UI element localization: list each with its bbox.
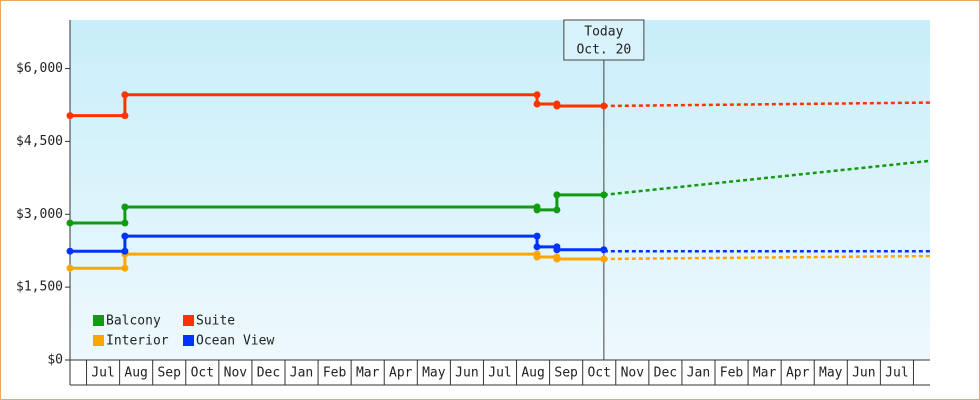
- price-point: [121, 91, 129, 99]
- price-point: [600, 191, 608, 199]
- y-tick-label: $4,500: [16, 134, 63, 149]
- price-point: [533, 243, 541, 251]
- x-tick-label: Jun: [852, 366, 875, 381]
- legend-swatch: [93, 335, 104, 346]
- x-tick-label: Feb: [720, 366, 744, 381]
- legend-swatch: [93, 315, 104, 326]
- forecast-line: [603, 101, 931, 108]
- price-point: [533, 253, 541, 261]
- price-point: [533, 100, 541, 108]
- price-point: [66, 219, 74, 227]
- x-tick-label: Mar: [356, 366, 380, 381]
- x-tick-label: Jun: [455, 366, 478, 381]
- price-point: [121, 247, 129, 255]
- price-point: [533, 91, 541, 99]
- price-point: [533, 232, 541, 240]
- price-point: [553, 206, 561, 214]
- forecast-line: [603, 159, 931, 197]
- price-point: [121, 264, 129, 272]
- x-tick-label: Apr: [786, 366, 810, 381]
- plot-area: [70, 20, 930, 360]
- legend-label: Balcony: [106, 314, 161, 329]
- x-tick-label: Jul: [885, 366, 908, 381]
- x-tick-label: Apr: [389, 366, 413, 381]
- price-point: [66, 264, 74, 272]
- x-tick-label: May: [819, 366, 843, 381]
- price-point: [553, 246, 561, 254]
- today-box: [563, 19, 645, 61]
- price-point: [600, 255, 608, 263]
- x-tick-label: Nov: [621, 366, 645, 381]
- x-tick-label: Aug: [521, 366, 544, 381]
- x-tick-label: Dec: [257, 366, 280, 381]
- price-point: [121, 219, 129, 227]
- x-tick-label: Mar: [753, 366, 777, 381]
- price-point: [121, 203, 129, 211]
- x-tick-label: Jan: [290, 366, 313, 381]
- today-label: Today: [584, 25, 623, 40]
- y-tick-label: $1,500: [16, 280, 63, 295]
- x-tick-label: Sep: [157, 366, 181, 381]
- price-point: [553, 102, 561, 110]
- legend-label: Interior: [106, 334, 169, 349]
- price-point: [66, 247, 74, 255]
- legend-label: Suite: [196, 314, 235, 329]
- x-tick-label: Jul: [488, 366, 511, 381]
- x-tick-label: Dec: [654, 366, 677, 381]
- price-point: [600, 246, 608, 254]
- y-tick-label: $3,000: [16, 207, 63, 222]
- price-point: [533, 206, 541, 214]
- x-tick-label: Aug: [124, 366, 147, 381]
- x-tick-label: Oct: [587, 366, 610, 381]
- y-tick-label: $0: [47, 353, 63, 368]
- price-point: [66, 112, 74, 120]
- forecast-line: [603, 254, 931, 261]
- legend-swatch: [183, 335, 194, 346]
- x-tick-label: Oct: [191, 366, 214, 381]
- legend-label: Ocean View: [196, 334, 274, 349]
- x-tick-label: Jan: [687, 366, 710, 381]
- x-tick-label: Feb: [323, 366, 347, 381]
- y-tick-label: $6,000: [16, 61, 63, 76]
- x-tick-label: Nov: [224, 366, 248, 381]
- x-tick-label: Sep: [554, 366, 578, 381]
- x-tick-label: Jul: [91, 366, 114, 381]
- today-date: Oct. 20: [576, 43, 631, 58]
- price-point: [553, 191, 561, 199]
- price-point: [553, 255, 561, 263]
- price-point: [121, 232, 129, 240]
- x-tick-label: May: [422, 366, 446, 381]
- legend-swatch: [183, 315, 194, 326]
- price-point: [121, 112, 129, 120]
- price-point: [600, 102, 608, 110]
